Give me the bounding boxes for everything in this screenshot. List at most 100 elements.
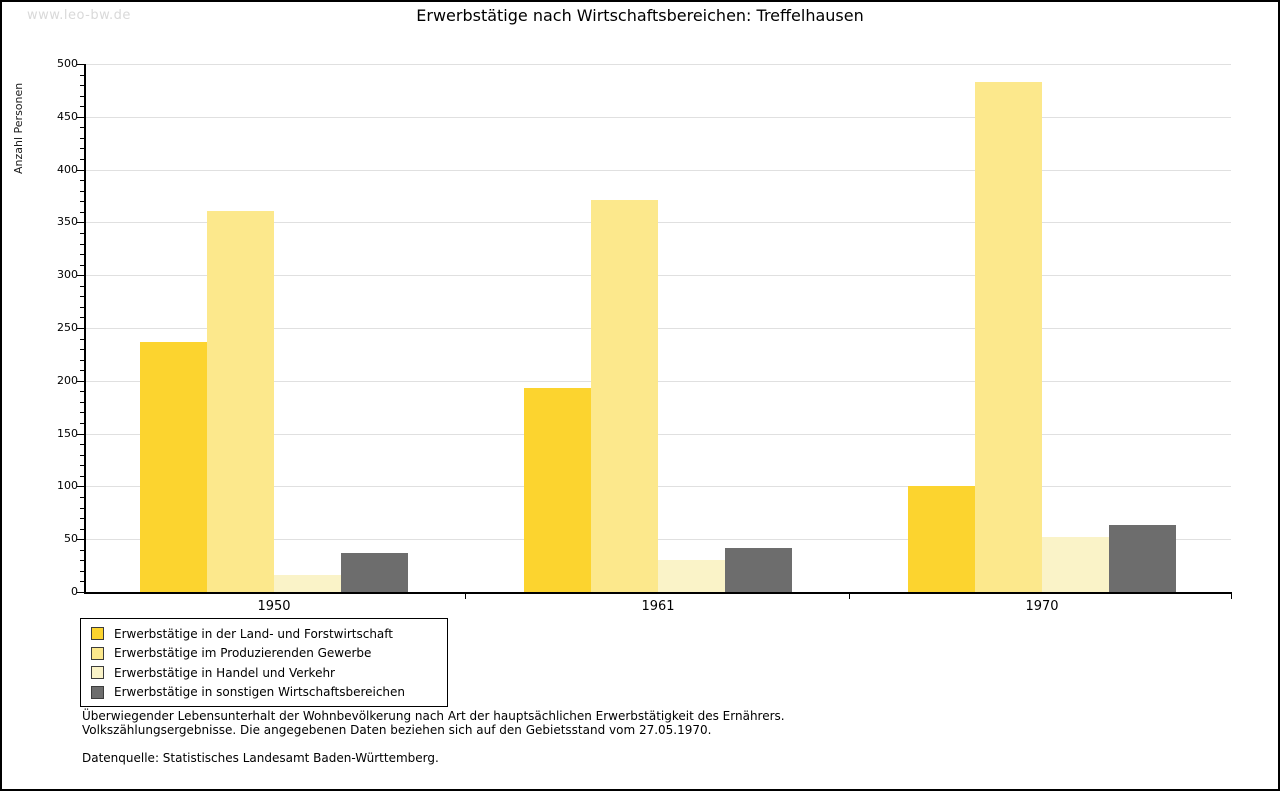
gridline-150 — [85, 433, 1231, 435]
y-minor-tick-70 — [80, 518, 84, 520]
legend-label: Erwerbstätige in der Land- und Forstwirt… — [114, 626, 393, 641]
y-minor-tick-110 — [80, 475, 84, 477]
x-category-label-1970: 1970 — [1025, 599, 1059, 614]
y-minor-tick-280 — [80, 296, 84, 298]
gridline-50 — [85, 539, 1231, 541]
y-tick-label-400: 400 — [57, 162, 78, 176]
legend-item-1: Erwerbstätige in der Land- und Forstwirt… — [81, 624, 447, 644]
bar-1970-series-1 — [908, 486, 975, 592]
y-tick-label-100: 100 — [57, 479, 78, 493]
y-tick-label-200: 200 — [57, 373, 78, 387]
bar-1961-series-3 — [658, 560, 725, 592]
x-axis-tick-3 — [1231, 592, 1232, 599]
y-minor-tick-90 — [80, 496, 84, 498]
bar-1970-series-2 — [975, 81, 1042, 592]
y-tick-label-300: 300 — [57, 268, 78, 282]
legend-item-4: Erwerbstätige in sonstigen Wirtschaftsbe… — [81, 683, 447, 703]
legend: Erwerbstätige in der Land- und Forstwirt… — [80, 618, 448, 707]
y-tick-label-500: 500 — [57, 57, 78, 70]
y-minor-tick-30 — [80, 560, 84, 562]
bar-1950-series-2 — [207, 210, 274, 592]
legend-item-3: Erwerbstätige in Handel und Verkehr — [81, 663, 447, 683]
y-minor-tick-170 — [80, 412, 84, 414]
legend-swatch-icon — [91, 627, 104, 641]
y-minor-tick-180 — [80, 401, 84, 403]
footnote-line-1: Überwiegender Lebensunterhalt der Wohnbe… — [82, 709, 785, 723]
bar-1950-series-1 — [140, 341, 207, 592]
y-minor-tick-190 — [80, 391, 84, 393]
y-tick-label-0: 0 — [71, 585, 78, 598]
y-axis-line — [84, 64, 86, 594]
y-minor-tick-360 — [80, 211, 84, 213]
y-minor-tick-220 — [80, 359, 84, 361]
y-major-tick-150 — [77, 433, 84, 435]
y-major-tick-350 — [77, 222, 84, 224]
y-minor-tick-210 — [80, 370, 84, 372]
y-minor-tick-480 — [80, 85, 84, 87]
gridline-250 — [85, 328, 1231, 329]
y-minor-tick-20 — [80, 570, 84, 572]
y-minor-tick-460 — [80, 106, 84, 108]
y-minor-tick-370 — [80, 201, 84, 203]
bar-1970-series-3 — [1042, 537, 1109, 592]
y-tick-label-150: 150 — [57, 426, 78, 440]
y-minor-tick-140 — [80, 444, 84, 446]
y-axis-title: Anzahl Personen — [12, 82, 25, 174]
x-axis-line — [84, 592, 1232, 594]
y-minor-tick-240 — [80, 338, 84, 340]
y-minor-tick-160 — [80, 423, 84, 425]
gridline-200 — [85, 380, 1231, 382]
y-minor-tick-130 — [80, 454, 84, 456]
y-major-tick-50 — [77, 539, 84, 541]
y-minor-tick-340 — [80, 232, 84, 234]
legend-item-2: Erwerbstätige im Produzierenden Gewerbe — [81, 644, 447, 664]
x-category-label-1950: 1950 — [257, 599, 291, 614]
legend-label: Erwerbstätige im Produzierenden Gewerbe — [114, 646, 372, 661]
footnote-line-2: Volkszählungsergebnisse. Die angegebenen… — [82, 723, 712, 737]
y-tick-label-450: 450 — [57, 109, 78, 123]
y-minor-tick-390 — [80, 180, 84, 182]
y-major-tick-250 — [77, 328, 84, 329]
gridline-300 — [85, 275, 1231, 277]
y-minor-tick-40 — [80, 549, 84, 551]
y-minor-tick-440 — [80, 127, 84, 129]
y-major-tick-100 — [77, 486, 84, 488]
watermark-leo-bw: www.leo-bw.de — [27, 8, 131, 23]
y-minor-tick-310 — [80, 264, 84, 266]
y-major-tick-450 — [77, 116, 84, 118]
y-minor-tick-260 — [80, 317, 84, 319]
legend-swatch-icon — [91, 646, 104, 660]
y-major-tick-200 — [77, 380, 84, 382]
footnote-source: Datenquelle: Statistisches Landesamt Bad… — [82, 751, 439, 765]
y-minor-tick-120 — [80, 465, 84, 467]
bar-1961-series-2 — [591, 200, 658, 592]
legend-label: Erwerbstätige in sonstigen Wirtschaftsbe… — [114, 685, 406, 700]
legend-swatch-icon — [91, 685, 104, 699]
y-tick-label-350: 350 — [57, 215, 78, 229]
y-minor-tick-470 — [80, 95, 84, 97]
bar-1950-series-3 — [274, 575, 341, 592]
y-major-tick-0 — [77, 592, 84, 593]
y-minor-tick-380 — [80, 190, 84, 192]
y-minor-tick-230 — [80, 349, 84, 351]
y-minor-tick-270 — [80, 306, 84, 308]
y-minor-tick-60 — [80, 528, 84, 530]
bar-1961-series-1 — [524, 388, 591, 592]
x-axis-tick-1 — [465, 592, 466, 599]
y-minor-tick-430 — [80, 137, 84, 139]
bar-1961-series-4 — [725, 547, 792, 592]
gridline-400 — [85, 169, 1231, 171]
y-tick-label-50: 50 — [64, 532, 78, 546]
legend-label: Erwerbstätige in Handel und Verkehr — [114, 665, 335, 680]
chart-title: Erwerbstätige nach Wirtschaftsbereichen:… — [416, 6, 864, 25]
y-major-tick-400 — [77, 169, 84, 171]
gridline-350 — [85, 222, 1231, 224]
legend-swatch-icon — [91, 666, 104, 680]
y-minor-tick-420 — [80, 148, 84, 150]
y-minor-tick-320 — [80, 254, 84, 256]
bar-1950-series-4 — [341, 552, 408, 592]
gridline-100 — [85, 486, 1231, 488]
y-minor-tick-80 — [80, 507, 84, 509]
y-minor-tick-290 — [80, 285, 84, 287]
